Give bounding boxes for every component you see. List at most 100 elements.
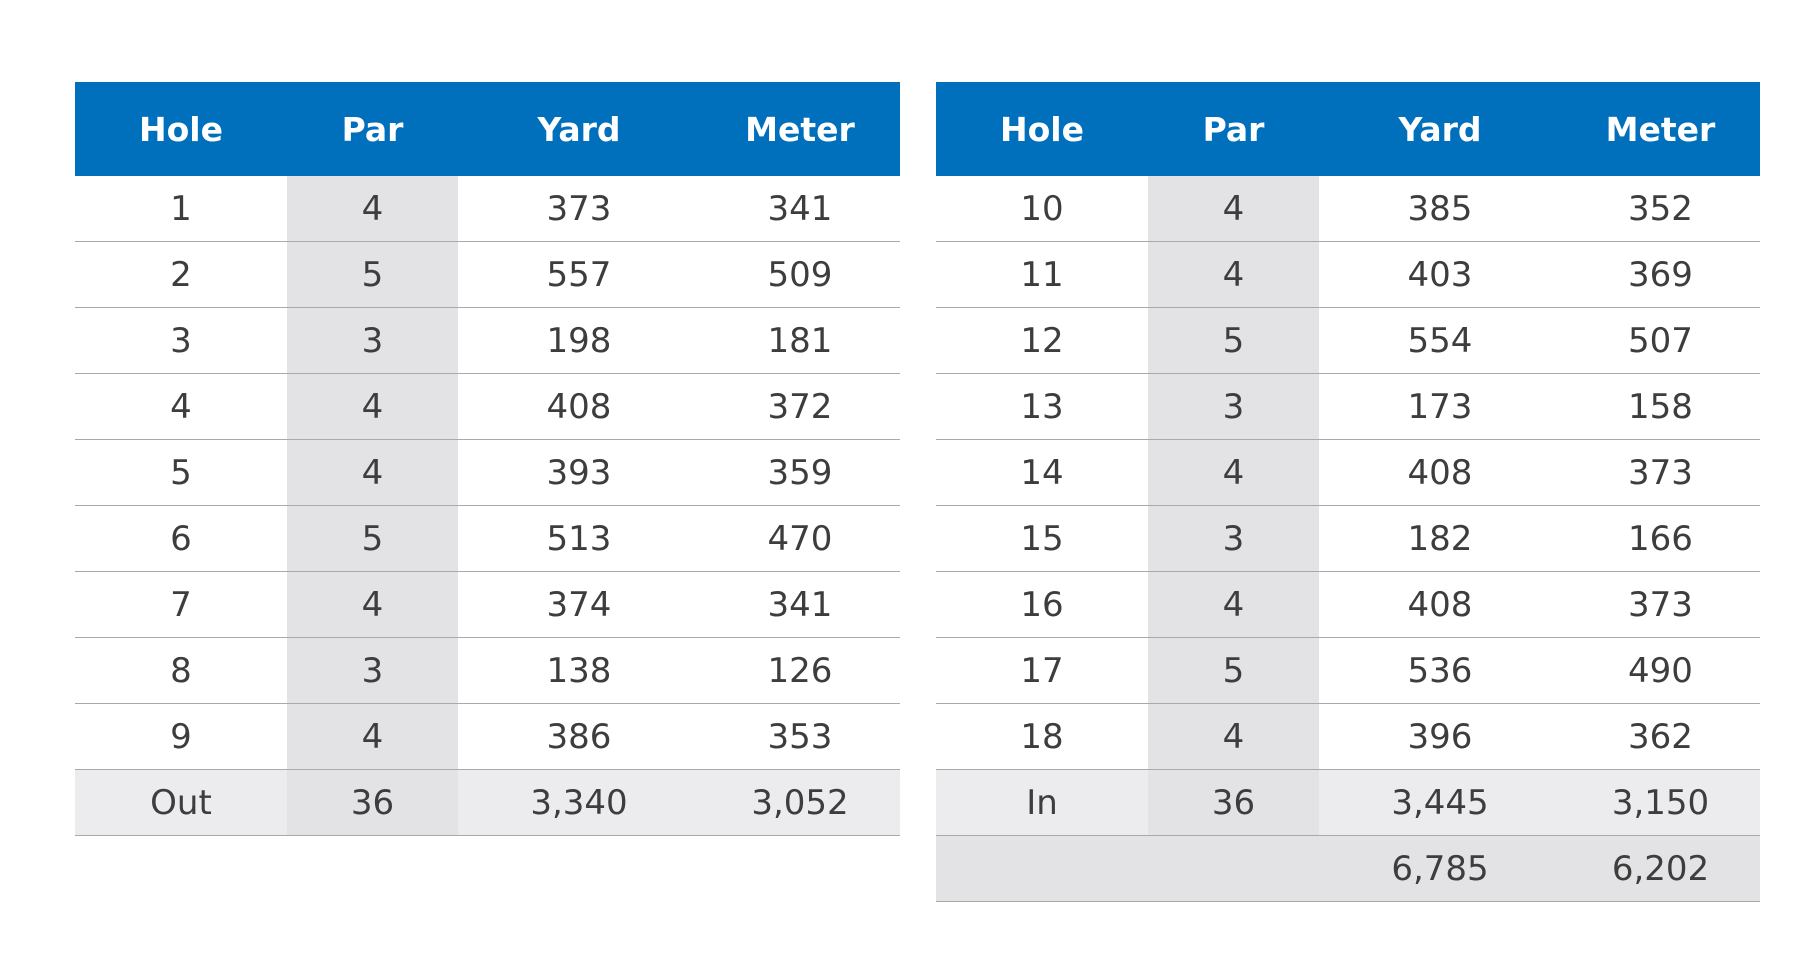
cell-meter: 369 (1561, 241, 1760, 308)
cell-hole: 4 (75, 373, 287, 440)
cell-meter: 507 (1561, 307, 1760, 374)
header-yard: Yard (458, 82, 700, 176)
cell-yard: 198 (458, 307, 700, 374)
table-row: 18 4 396 362 (936, 703, 1760, 770)
total-par: 36 (1148, 769, 1319, 836)
cell-par: 4 (287, 571, 458, 638)
table-row: 13 3 173 158 (936, 373, 1760, 440)
cell-yard: 557 (458, 241, 700, 308)
cell-hole: 17 (936, 637, 1148, 704)
cell-meter: 353 (700, 703, 900, 770)
cell-hole: 13 (936, 373, 1148, 440)
table-row: 12 5 554 507 (936, 307, 1760, 374)
cell-yard: 374 (458, 571, 700, 638)
cell-yard: 173 (1319, 373, 1561, 440)
cell-meter: 359 (700, 439, 900, 506)
cell-par: 4 (287, 439, 458, 506)
cell-hole: 8 (75, 637, 287, 704)
header-meter: Meter (1561, 82, 1760, 176)
cell-hole: 2 (75, 241, 287, 308)
table-row: 11 4 403 369 (936, 241, 1760, 308)
cell-par: 5 (1148, 307, 1319, 374)
cell-hole: 9 (75, 703, 287, 770)
cell-meter: 373 (1561, 571, 1760, 638)
cell-par: 5 (287, 505, 458, 572)
table-row: 3 3 198 181 (75, 307, 900, 374)
table-row: 1 4 373 341 (75, 176, 900, 242)
cell-par: 4 (1148, 176, 1319, 242)
cell-yard: 138 (458, 637, 700, 704)
cell-hole: 16 (936, 571, 1148, 638)
table-row: 5 4 393 359 (75, 439, 900, 506)
cell-meter: 362 (1561, 703, 1760, 770)
total-meter: 3,150 (1561, 769, 1760, 836)
total-par: 36 (287, 769, 458, 836)
header-meter: Meter (700, 82, 900, 176)
cell-yard: 396 (1319, 703, 1561, 770)
header-par: Par (1148, 82, 1319, 176)
table-row: 10 4 385 352 (936, 176, 1760, 242)
header-row: Hole Par Yard Meter (936, 82, 1760, 176)
cell-par: 4 (1148, 241, 1319, 308)
cell-yard: 408 (1319, 439, 1561, 506)
table-row: 15 3 182 166 (936, 505, 1760, 572)
cell-yard: 513 (458, 505, 700, 572)
cell-hole: 11 (936, 241, 1148, 308)
grand-total-label (936, 835, 1148, 902)
total-label: Out (75, 769, 287, 836)
header-yard: Yard (1319, 82, 1561, 176)
table-row: 17 5 536 490 (936, 637, 1760, 704)
cell-meter: 158 (1561, 373, 1760, 440)
front-nine-table: Hole Par Yard Meter 1 4 373 341 2 5 557 … (75, 82, 900, 836)
cell-yard: 536 (1319, 637, 1561, 704)
grand-total-row: 6,785 6,202 (936, 835, 1760, 902)
cell-par: 3 (1148, 505, 1319, 572)
table-row: 4 4 408 372 (75, 373, 900, 440)
cell-yard: 386 (458, 703, 700, 770)
cell-par: 4 (1148, 439, 1319, 506)
total-yard: 3,445 (1319, 769, 1561, 836)
cell-meter: 181 (700, 307, 900, 374)
back-nine-table: Hole Par Yard Meter 10 4 385 352 11 4 40… (936, 82, 1760, 902)
table-row: 14 4 408 373 (936, 439, 1760, 506)
cell-par: 3 (287, 307, 458, 374)
cell-yard: 373 (458, 176, 700, 242)
table-row: 2 5 557 509 (75, 241, 900, 308)
table-row: 9 4 386 353 (75, 703, 900, 770)
cell-hole: 1 (75, 176, 287, 242)
total-yard: 3,340 (458, 769, 700, 836)
cell-meter: 352 (1561, 176, 1760, 242)
cell-yard: 408 (458, 373, 700, 440)
out-total-row: Out 36 3,340 3,052 (75, 769, 900, 836)
cell-yard: 393 (458, 439, 700, 506)
header-par: Par (287, 82, 458, 176)
cell-meter: 341 (700, 176, 900, 242)
cell-par: 4 (287, 373, 458, 440)
cell-yard: 385 (1319, 176, 1561, 242)
cell-hole: 18 (936, 703, 1148, 770)
cell-par: 4 (1148, 571, 1319, 638)
cell-meter: 341 (700, 571, 900, 638)
cell-par: 3 (1148, 373, 1319, 440)
total-label: In (936, 769, 1148, 836)
cell-hole: 6 (75, 505, 287, 572)
cell-hole: 3 (75, 307, 287, 374)
table-row: 16 4 408 373 (936, 571, 1760, 638)
cell-meter: 372 (700, 373, 900, 440)
cell-par: 4 (287, 703, 458, 770)
table-row: 8 3 138 126 (75, 637, 900, 704)
cell-hole: 7 (75, 571, 287, 638)
table-row: 7 4 374 341 (75, 571, 900, 638)
grand-total-par (1148, 835, 1319, 902)
cell-meter: 373 (1561, 439, 1760, 506)
cell-yard: 403 (1319, 241, 1561, 308)
header-row: Hole Par Yard Meter (75, 82, 900, 176)
cell-yard: 182 (1319, 505, 1561, 572)
grand-total-meter: 6,202 (1561, 835, 1760, 902)
grand-total-yard: 6,785 (1319, 835, 1561, 902)
cell-meter: 126 (700, 637, 900, 704)
cell-par: 4 (1148, 703, 1319, 770)
cell-par: 5 (287, 241, 458, 308)
cell-par: 5 (1148, 637, 1319, 704)
cell-hole: 5 (75, 439, 287, 506)
